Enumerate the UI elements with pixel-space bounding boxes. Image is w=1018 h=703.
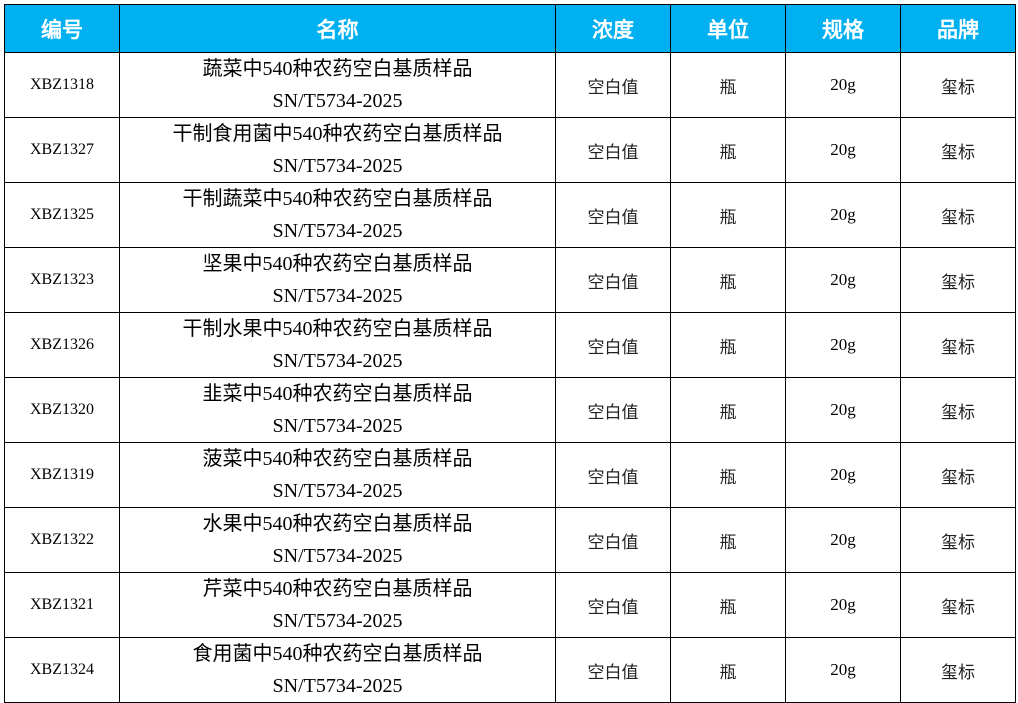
table-row: XBZ1323 坚果中540种农药空白基质样品 SN/T5734-2025 空白值瓶 2… bbox=[4, 247, 1016, 313]
table-row: XBZ1321 芹菜中540种农药空白基质样品 SN/T5734-2025 空白值瓶 2… bbox=[4, 572, 1016, 638]
concentration-cell: 空白值 bbox=[555, 377, 671, 443]
product-standard: SN/T5734-2025 bbox=[272, 545, 403, 567]
product-standard: SN/T5734-2025 bbox=[272, 285, 403, 307]
header-code: 编号 bbox=[4, 4, 120, 53]
product-name: 韭菜中540种农药空白基质样品 bbox=[202, 383, 473, 405]
name-cell: 水果中540种农药空白基质样品 SN/T5734-2025 bbox=[119, 507, 556, 573]
concentration-cell: 空白值 bbox=[555, 442, 671, 508]
product-name: 水果中540种农药空白基质样品 bbox=[202, 513, 473, 535]
spec-cell: 20g bbox=[785, 182, 901, 248]
name-cell: 蔬菜中540种农药空白基质样品 SN/T5734-2025 bbox=[119, 52, 556, 118]
table-row: XBZ1326 干制水果中540种农药空白基质样品 SN/T5734-2025 空白值… bbox=[4, 312, 1016, 378]
code-cell: XBZ1324 bbox=[4, 637, 120, 703]
product-name: 干制食用菌中540种农药空白基质样品 bbox=[172, 123, 503, 145]
product-standard: SN/T5734-2025 bbox=[272, 480, 403, 502]
product-standard: SN/T5734-2025 bbox=[272, 220, 403, 242]
header-concentration: 浓度 bbox=[555, 4, 671, 53]
product-standard: SN/T5734-2025 bbox=[272, 415, 403, 437]
product-name: 菠菜中540种农药空白基质样品 bbox=[202, 448, 473, 470]
code-cell: XBZ1322 bbox=[4, 507, 120, 573]
product-standard: SN/T5734-2025 bbox=[272, 90, 403, 112]
header-unit: 单位 bbox=[670, 4, 786, 53]
unit-cell: 瓶 bbox=[670, 52, 786, 118]
product-standard: SN/T5734-2025 bbox=[272, 675, 403, 697]
unit-cell: 瓶 bbox=[670, 637, 786, 703]
table-row: XBZ1324 食用菌中540种农药空白基质样品 SN/T5734-2025 空白值瓶… bbox=[4, 637, 1016, 703]
brand-cell: 玺标 bbox=[900, 52, 1016, 118]
product-name: 坚果中540种农药空白基质样品 bbox=[202, 253, 473, 275]
name-cell: 韭菜中540种农药空白基质样品 SN/T5734-2025 bbox=[119, 377, 556, 443]
product-name: 食用菌中540种农药空白基质样品 bbox=[192, 643, 483, 665]
name-cell: 菠菜中540种农药空白基质样品 SN/T5734-2025 bbox=[119, 442, 556, 508]
unit-cell: 瓶 bbox=[670, 117, 786, 183]
unit-cell: 瓶 bbox=[670, 507, 786, 573]
header-row: 编号 名称 浓度 单位 规格 品牌 bbox=[4, 4, 1016, 53]
concentration-cell: 空白值 bbox=[555, 312, 671, 378]
brand-cell: 玺标 bbox=[900, 637, 1016, 703]
concentration-cell: 空白值 bbox=[555, 507, 671, 573]
code-cell: XBZ1326 bbox=[4, 312, 120, 378]
code-cell: XBZ1323 bbox=[4, 247, 120, 313]
product-standard: SN/T5734-2025 bbox=[272, 350, 403, 372]
concentration-cell: 空白值 bbox=[555, 117, 671, 183]
spec-cell: 20g bbox=[785, 312, 901, 378]
header-name: 名称 bbox=[119, 4, 556, 53]
code-cell: XBZ1319 bbox=[4, 442, 120, 508]
name-cell: 芹菜中540种农药空白基质样品 SN/T5734-2025 bbox=[119, 572, 556, 638]
header-brand: 品牌 bbox=[900, 4, 1016, 53]
brand-cell: 玺标 bbox=[900, 117, 1016, 183]
spec-cell: 20g bbox=[785, 572, 901, 638]
unit-cell: 瓶 bbox=[670, 312, 786, 378]
product-table: 编号 名称 浓度 单位 规格 品牌 XBZ1318 蔬菜中540种农药空白基质样品… bbox=[4, 4, 1016, 703]
unit-cell: 瓶 bbox=[670, 572, 786, 638]
brand-cell: 玺标 bbox=[900, 507, 1016, 573]
name-cell: 坚果中540种农药空白基质样品 SN/T5734-2025 bbox=[119, 247, 556, 313]
concentration-cell: 空白值 bbox=[555, 52, 671, 118]
spec-cell: 20g bbox=[785, 117, 901, 183]
spec-cell: 20g bbox=[785, 377, 901, 443]
code-cell: XBZ1325 bbox=[4, 182, 120, 248]
name-cell: 干制蔬菜中540种农药空白基质样品 SN/T5734-2025 bbox=[119, 182, 556, 248]
product-name: 芹菜中540种农药空白基质样品 bbox=[202, 578, 473, 600]
code-cell: XBZ1321 bbox=[4, 572, 120, 638]
product-standard: SN/T5734-2025 bbox=[272, 155, 403, 177]
concentration-cell: 空白值 bbox=[555, 637, 671, 703]
table-row: XBZ1322 水果中540种农药空白基质样品 SN/T5734-2025 空白值瓶 2… bbox=[4, 507, 1016, 573]
brand-cell: 玺标 bbox=[900, 572, 1016, 638]
name-cell: 食用菌中540种农药空白基质样品 SN/T5734-2025 bbox=[119, 637, 556, 703]
unit-cell: 瓶 bbox=[670, 247, 786, 313]
brand-cell: 玺标 bbox=[900, 442, 1016, 508]
spec-cell: 20g bbox=[785, 507, 901, 573]
code-cell: XBZ1320 bbox=[4, 377, 120, 443]
header-spec: 规格 bbox=[785, 4, 901, 53]
code-cell: XBZ1327 bbox=[4, 117, 120, 183]
unit-cell: 瓶 bbox=[670, 182, 786, 248]
table-row: XBZ1327 干制食用菌中540种农药空白基质样品 SN/T5734-2025 空白… bbox=[4, 117, 1016, 183]
table-row: XBZ1318 蔬菜中540种农药空白基质样品 SN/T5734-2025 空白值瓶 2… bbox=[4, 52, 1016, 118]
brand-cell: 玺标 bbox=[900, 182, 1016, 248]
unit-cell: 瓶 bbox=[670, 377, 786, 443]
brand-cell: 玺标 bbox=[900, 377, 1016, 443]
concentration-cell: 空白值 bbox=[555, 572, 671, 638]
product-name: 干制蔬菜中540种农药空白基质样品 bbox=[182, 188, 493, 210]
brand-cell: 玺标 bbox=[900, 312, 1016, 378]
spec-cell: 20g bbox=[785, 247, 901, 313]
concentration-cell: 空白值 bbox=[555, 182, 671, 248]
product-name: 蔬菜中540种农药空白基质样品 bbox=[202, 58, 473, 80]
name-cell: 干制食用菌中540种农药空白基质样品 SN/T5734-2025 bbox=[119, 117, 556, 183]
product-name: 干制水果中540种农药空白基质样品 bbox=[182, 318, 493, 340]
code-cell: XBZ1318 bbox=[4, 52, 120, 118]
concentration-cell: 空白值 bbox=[555, 247, 671, 313]
spec-cell: 20g bbox=[785, 637, 901, 703]
spec-cell: 20g bbox=[785, 442, 901, 508]
unit-cell: 瓶 bbox=[670, 442, 786, 508]
name-cell: 干制水果中540种农药空白基质样品 SN/T5734-2025 bbox=[119, 312, 556, 378]
table-row: XBZ1325 干制蔬菜中540种农药空白基质样品 SN/T5734-2025 空白值… bbox=[4, 182, 1016, 248]
brand-cell: 玺标 bbox=[900, 247, 1016, 313]
table-row: XBZ1320 韭菜中540种农药空白基质样品 SN/T5734-2025 空白值瓶 2… bbox=[4, 377, 1016, 443]
table-row: XBZ1319 菠菜中540种农药空白基质样品 SN/T5734-2025 空白值瓶 2… bbox=[4, 442, 1016, 508]
spec-cell: 20g bbox=[785, 52, 901, 118]
product-standard: SN/T5734-2025 bbox=[272, 610, 403, 632]
